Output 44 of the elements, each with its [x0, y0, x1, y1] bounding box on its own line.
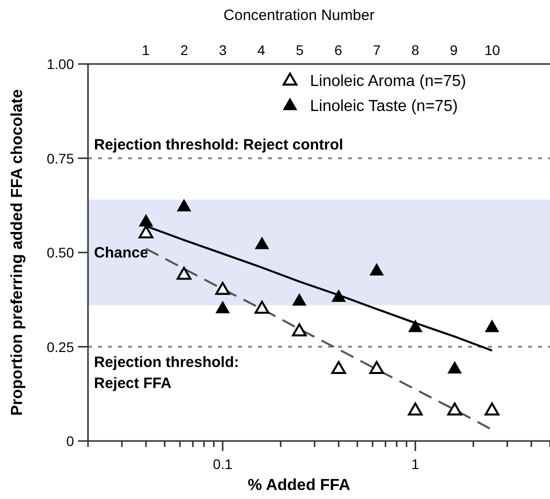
y-tick-label: 0 [66, 433, 74, 449]
point [139, 214, 153, 227]
point [408, 320, 422, 332]
point [332, 290, 346, 302]
band-label: Chance [94, 244, 148, 262]
x2-tick-label: 3 [218, 42, 227, 58]
y-tick-label: 0.75 [46, 150, 74, 166]
point [448, 362, 462, 374]
x2-tick-label: 7 [372, 42, 381, 58]
y-tick-label: 0.25 [46, 338, 74, 355]
x-tick-label: 0.1 [212, 456, 233, 472]
point [255, 237, 269, 250]
point [369, 361, 384, 374]
x2-axis-title: Concentration Number [224, 7, 374, 24]
point [177, 199, 191, 212]
point [447, 402, 462, 416]
x2-tick-label: 6 [334, 42, 342, 58]
point [216, 301, 230, 314]
x2-tick-label: 4 [257, 42, 266, 58]
point [484, 402, 500, 416]
x2-tick-label: 1 [142, 42, 150, 58]
point [485, 320, 499, 332]
x2-tick-label: 10 [484, 42, 500, 58]
x2-tick-label: 5 [296, 42, 304, 58]
legend-label: Linoleic Aroma (n=75) [310, 73, 466, 90]
point [408, 402, 423, 416]
x2-tick-label: 9 [450, 42, 458, 58]
legend-label: Linoleic Taste (n=75) [310, 98, 458, 115]
point [370, 264, 384, 276]
y-tick-label: 0.50 [46, 244, 74, 260]
point [292, 294, 306, 306]
y-tick-label: 1.00 [46, 56, 74, 72]
x2-tick-label: 2 [180, 42, 188, 58]
point [176, 266, 192, 280]
ref-line-label: Rejection threshold: Reject FFA [94, 354, 240, 392]
x-axis-title: % Added FFA [248, 477, 351, 494]
point [215, 282, 230, 295]
ref-line-label: Rejection threshold: Reject control [94, 136, 344, 154]
point [292, 323, 307, 336]
point [331, 361, 346, 374]
y-axis-title: Proportion preferring added FFA chocolate [9, 89, 26, 416]
x2-tick-label: 8 [411, 42, 420, 58]
point [254, 300, 270, 314]
point [138, 225, 154, 238]
